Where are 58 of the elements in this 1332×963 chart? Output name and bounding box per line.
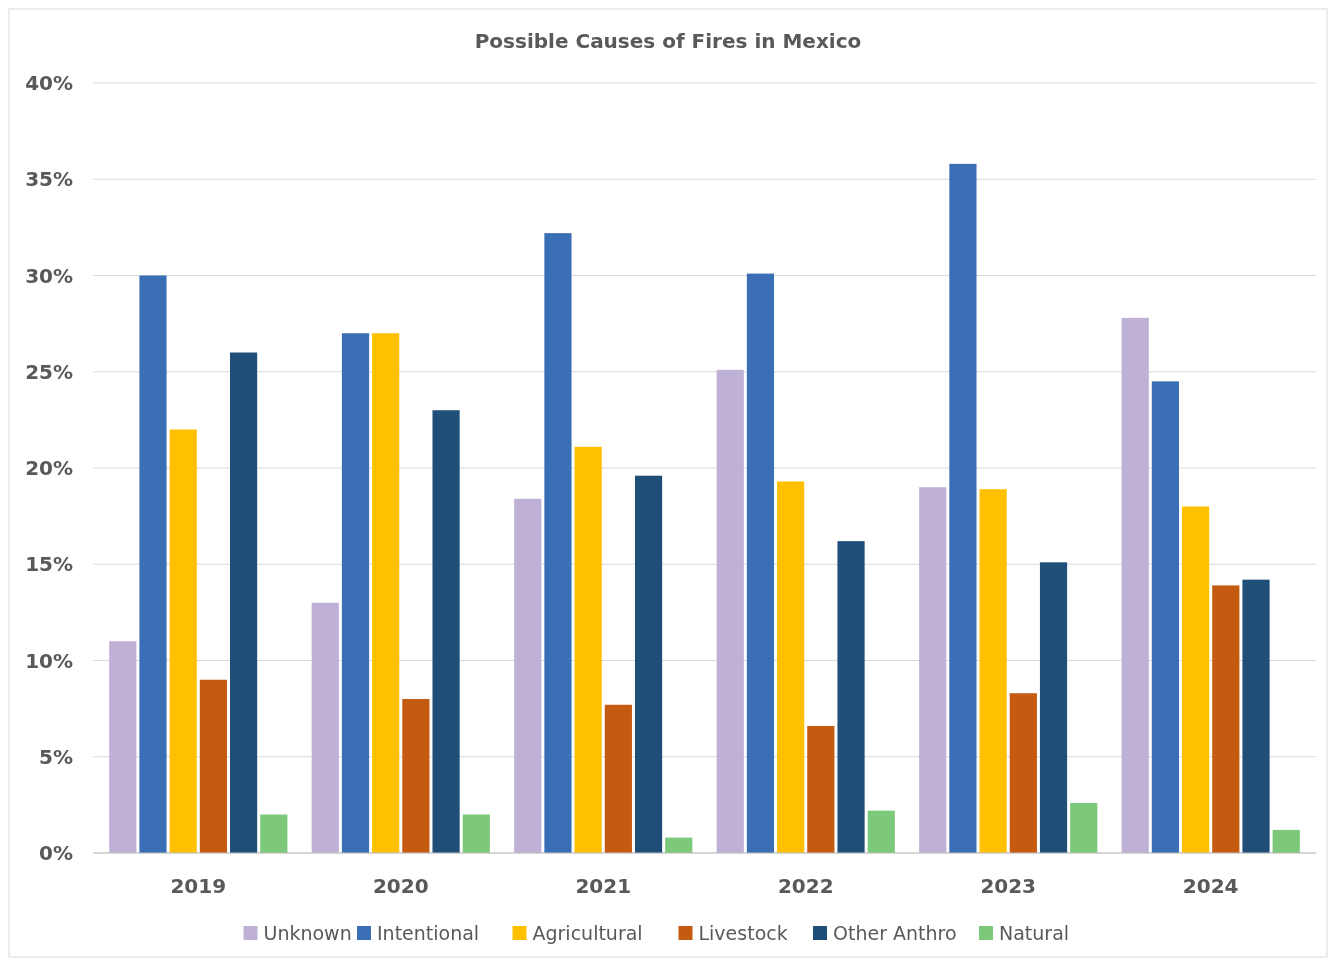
y-tick-label: 0% (39, 841, 73, 865)
bar (1039, 562, 1068, 853)
x-tick-label: 2024 (1182, 874, 1239, 898)
bar (1212, 585, 1240, 853)
bar (1070, 802, 1098, 853)
bar (665, 837, 693, 853)
y-tick-label: 40% (25, 71, 73, 95)
bar (432, 410, 460, 853)
bar (807, 725, 835, 853)
bar (1009, 693, 1037, 853)
bar (777, 481, 805, 853)
bar (574, 446, 602, 853)
bar (311, 602, 339, 853)
x-tick-label: 2022 (777, 874, 834, 898)
y-tick-label: 15% (25, 552, 73, 577)
x-tick-label: 2023 (980, 874, 1037, 898)
y-tick-label: 5% (39, 744, 73, 769)
bar (867, 810, 895, 853)
legend-label: Unknown (263, 921, 352, 944)
bar (919, 487, 947, 853)
x-tick-label: 2020 (372, 874, 429, 898)
legend-label: Intentional (377, 921, 480, 944)
y-tick-label: 25% (25, 359, 73, 384)
bar (837, 541, 865, 853)
bar (372, 333, 400, 853)
bar (169, 429, 197, 853)
legend-label: Agricultural (532, 921, 643, 944)
chart-title: Possible Causes of Fires in Mexico (474, 29, 862, 53)
x-tick-label: 2021 (575, 874, 632, 898)
bar (716, 369, 744, 853)
bar (514, 498, 542, 853)
bar (1242, 579, 1270, 853)
y-tick-label: 35% (25, 167, 73, 192)
y-tick-label: 30% (25, 263, 73, 288)
bar (604, 704, 632, 853)
bar (634, 475, 663, 853)
bar (746, 273, 775, 853)
bar (109, 641, 137, 853)
bar (199, 679, 227, 853)
bar (230, 352, 258, 853)
bar (949, 163, 977, 853)
bar (544, 233, 572, 853)
x-tick-label: 2019 (170, 874, 227, 898)
bar (1182, 506, 1210, 853)
bar (1121, 317, 1149, 853)
bar (260, 814, 288, 853)
bar (139, 275, 167, 853)
legend-label: Livestock (698, 921, 788, 944)
bar (341, 333, 370, 853)
legend-label: Other Anthro (833, 921, 957, 944)
y-tick-label: 10% (25, 648, 73, 673)
y-tick-label: 20% (25, 456, 73, 480)
bar (402, 699, 430, 853)
bar (979, 489, 1007, 853)
legend-label: Natural (999, 921, 1070, 944)
bar (462, 814, 490, 853)
bar (1151, 381, 1179, 853)
bar (1272, 829, 1300, 853)
